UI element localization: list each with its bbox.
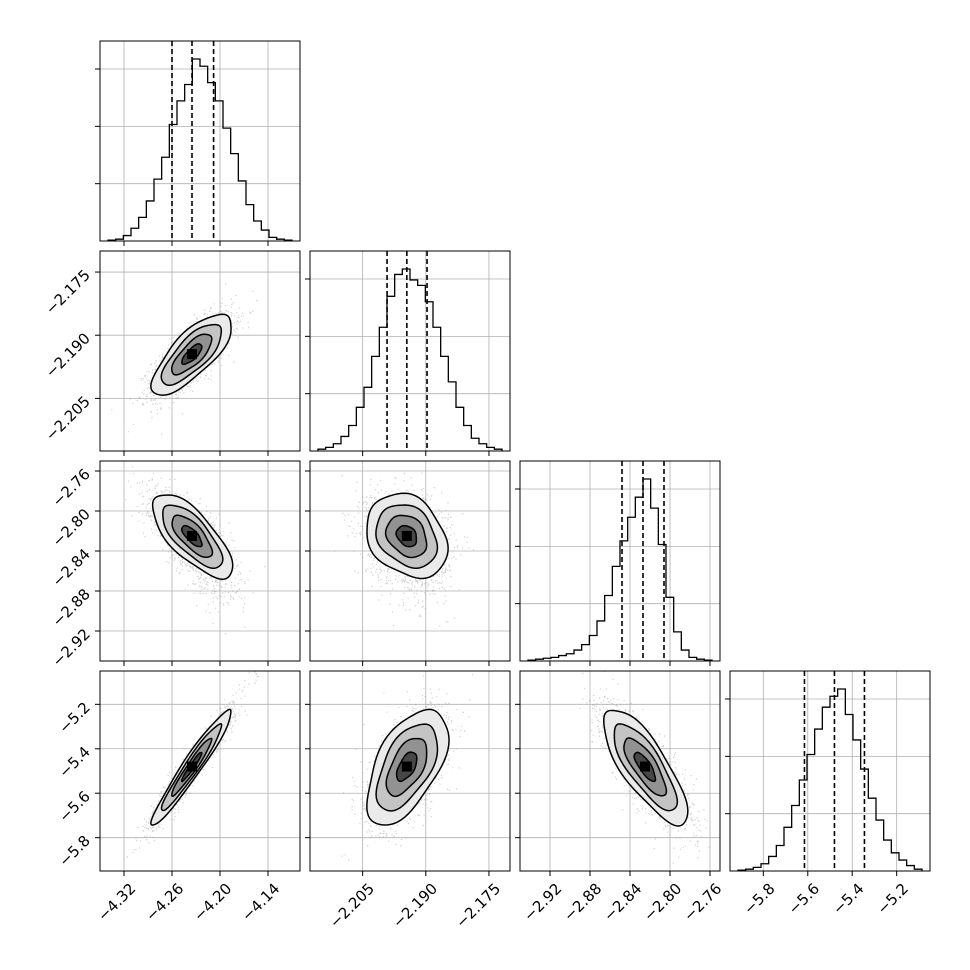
panel-content: [126, 671, 260, 858]
scatter-panel-3-0: −4.32 −4.26 −4.20 −4.14 −5.8 −5.6 −5.4 −5.2: [55, 670, 301, 925]
y-tick-label: −5.4: [55, 743, 93, 781]
histogram-series: [317, 268, 503, 451]
y-tick-label: −2.92: [49, 625, 94, 670]
density-peak: [401, 531, 412, 541]
x-tick-label: −2.88: [560, 880, 605, 925]
contour-line: [150, 313, 232, 396]
y-tick-label: −2.76: [49, 465, 94, 510]
contour-line: [180, 751, 203, 783]
contour-line: [385, 737, 428, 798]
y-tick-label: −2.84: [49, 545, 94, 590]
contour-line: [171, 333, 213, 376]
x-tick-label: −2.76: [680, 880, 725, 925]
y-tick-label: −5.8: [55, 832, 93, 870]
contour-line: [633, 751, 657, 783]
scatter-points: [125, 466, 266, 635]
contour-line: [603, 709, 689, 827]
density-peak: [640, 761, 650, 772]
contour-line: [613, 723, 679, 812]
x-tick-label: −4.26: [142, 880, 187, 925]
x-tick-label: −4.14: [238, 880, 283, 925]
contour-line: [384, 514, 428, 559]
density-peak: [187, 349, 197, 360]
axes-frame: [309, 670, 511, 872]
x-tick-label: −2.205: [326, 880, 378, 932]
contour-line: [181, 343, 203, 366]
panel-content: [341, 674, 474, 861]
y-tick-label: −2.88: [49, 585, 94, 630]
histogram-panel-0: [95, 40, 301, 246]
density-peak: [401, 761, 412, 772]
y-tick-label: −5.6: [55, 787, 93, 825]
contour-line: [375, 723, 439, 812]
histogram-panel-1: [305, 250, 511, 456]
scatter-points: [333, 472, 475, 627]
scatter-panel-3-2: −2.92−2.88−2.84−2.80−2.76: [515, 670, 725, 925]
scatter-panel-1-0: −2.205 −2.190 −2.175: [42, 250, 301, 456]
histogram-series: [527, 478, 713, 661]
axes-frame: [519, 460, 721, 662]
y-tick-label: −2.205: [42, 392, 94, 444]
contour-line: [150, 708, 232, 826]
contour-line: [171, 737, 213, 797]
density-peak: [187, 761, 197, 772]
x-tick-label: −2.84: [600, 880, 645, 925]
x-tick-label: −2.92: [520, 880, 565, 925]
contour-line: [395, 751, 418, 783]
y-tick-label: −2.80: [49, 505, 94, 550]
x-tick-label: −5.2: [873, 880, 911, 918]
y-tick-label: −2.175: [42, 266, 94, 318]
axes-frame: [309, 250, 511, 452]
x-tick-label: −2.190: [389, 880, 441, 932]
density-peak: [187, 531, 197, 541]
contour-line: [180, 524, 203, 548]
contour-line: [366, 492, 449, 580]
histogram-series: [737, 688, 923, 871]
x-tick-label: −5.6: [785, 880, 823, 918]
x-tick-label: −4.20: [190, 880, 235, 925]
x-tick-label: −2.175: [452, 880, 504, 932]
y-tick-label: −5.2: [55, 698, 93, 736]
x-tick-label: −5.4: [829, 880, 867, 918]
histogram-panel-3: −5.8 −5.6 −5.4 −5.2: [725, 670, 931, 918]
contour-line: [160, 323, 223, 387]
contour-line: [375, 504, 439, 570]
x-tick-label: −4.32: [94, 880, 139, 925]
panel-content: [579, 671, 710, 864]
contour-line: [160, 723, 223, 812]
histogram-series: [107, 58, 293, 241]
panel-content: [333, 472, 475, 627]
contour-line: [395, 524, 418, 548]
axes-frame: [99, 250, 301, 452]
x-tick-label: −5.8: [740, 880, 778, 918]
axes-frame: [519, 670, 721, 872]
scatter-panel-2-0: −2.92−2.88−2.84−2.80−2.76: [49, 460, 301, 670]
axes-frame: [729, 670, 931, 872]
axes-frame: [99, 460, 301, 662]
contour-line: [623, 737, 668, 797]
y-tick-label: −2.190: [42, 329, 94, 381]
histogram-panel-2: [515, 460, 721, 666]
scatter-panel-3-1: −2.205 −2.190 −2.175: [305, 670, 511, 932]
axes-frame: [99, 670, 301, 872]
contour-line: [366, 708, 450, 826]
axes-frame: [99, 40, 301, 242]
panel-content: [111, 283, 258, 435]
contour-line: [171, 514, 214, 558]
contour-line: [162, 504, 224, 569]
scatter-panel-2-1: [305, 460, 511, 666]
x-tick-label: −2.80: [640, 880, 685, 925]
contour-line: [151, 494, 234, 580]
panel-content: [125, 466, 266, 635]
axes-frame: [309, 460, 511, 662]
